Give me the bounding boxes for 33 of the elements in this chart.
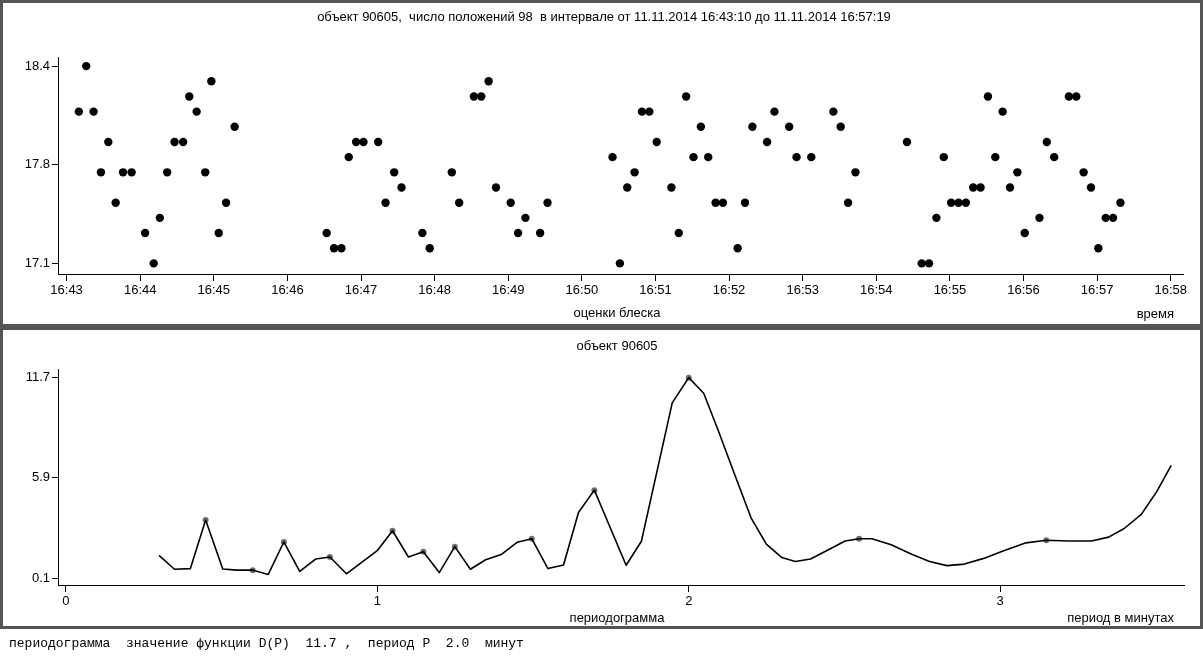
x-tick-label: 3 [996, 593, 1004, 609]
y-tick-label: 18.4 [24, 57, 50, 73]
x-tick-label: 1 [373, 593, 381, 609]
chart-title: объект 90605 [576, 338, 658, 353]
x-tick-label: 16:48 [418, 282, 451, 298]
x-axis-title: время [1136, 306, 1174, 321]
text: периодограмма [569, 610, 665, 625]
y-tick-label: 11.7 [25, 369, 50, 385]
x-tick-label: 16:57 [1080, 282, 1114, 298]
y-tick-label: 17.8 [24, 156, 50, 172]
y-tick-label: 0.1 [31, 569, 50, 585]
x-tick-label: 16:47 [344, 282, 378, 298]
chart-title: объект 90605, число положений 98 в интервале от 11.11.2014 16:43:10 до 11.11.2014 16:57:19 [317, 9, 891, 24]
x-tick-label: 16:44 [123, 282, 157, 298]
y-tick-label: 17.1 [24, 254, 50, 270]
x-tick-label: 16:50 [565, 282, 599, 298]
x-axis-title: период в минутах [1067, 610, 1174, 625]
x-tick-label: 16:43 [50, 282, 83, 298]
x-tick-label: 16:53 [786, 282, 819, 298]
y-tick-label: 5.9 [31, 469, 50, 485]
x-tick-label: 16:51 [639, 282, 672, 298]
x-tick-label: 0 [62, 593, 70, 609]
x-tick-label: 16:56 [1007, 282, 1040, 298]
x-tick-label: 16:58 [1154, 282, 1188, 298]
x-tick-label: 16:45 [197, 282, 231, 298]
x-tick-label: 16:49 [491, 282, 525, 298]
x-tick-label: 16:55 [933, 282, 967, 298]
x-tick-label: 2 [685, 593, 693, 609]
text: периодограмма значение функции D(P) 11.7 , период P 2.0 минут [9, 636, 524, 651]
text: оценки блеска [573, 305, 661, 320]
x-tick-label: 16:52 [712, 282, 746, 298]
x-tick-label: 16:54 [860, 282, 893, 298]
x-tick-label: 16:46 [271, 282, 304, 298]
